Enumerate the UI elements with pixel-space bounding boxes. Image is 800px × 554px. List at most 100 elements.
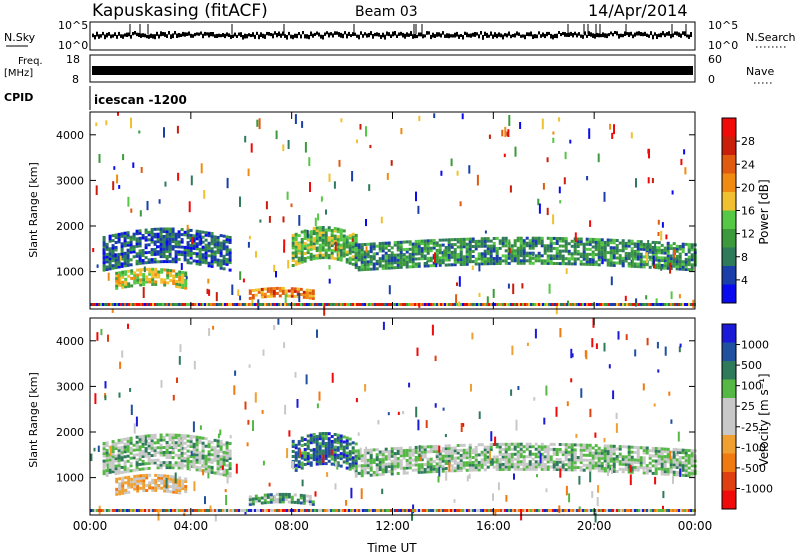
heatmap-cell [324, 437, 328, 440]
ground-cell [494, 303, 496, 306]
nsky-sample [380, 34, 382, 39]
heatmap-cell [291, 254, 295, 257]
heatmap-cell [621, 239, 625, 243]
heatmap-cell [408, 260, 412, 264]
heatmap-cell [351, 446, 355, 450]
heatmap-cell [576, 240, 580, 243]
nsky-sample [236, 34, 238, 38]
heatmap-cell [654, 472, 658, 476]
heatmap-cell [636, 456, 640, 460]
heatmap-cell [672, 473, 676, 477]
ground-cell [584, 303, 586, 306]
heatmap-cell [654, 452, 658, 456]
heatmap-cell [198, 237, 202, 241]
heatmap-cell [153, 232, 157, 236]
heatmap-cell [642, 245, 646, 249]
heatmap-cell [136, 281, 140, 285]
heatmap-cell [483, 249, 487, 253]
heatmap-cell [133, 474, 137, 478]
heatmap-cell [390, 263, 394, 267]
heatmap-cell [263, 496, 267, 500]
ground-cell [390, 509, 392, 512]
noise-cell [508, 115, 511, 126]
nsky-sample [544, 33, 546, 39]
heatmap-cell [387, 249, 391, 252]
heatmap-cell [183, 464, 187, 468]
heatmap-cell [657, 449, 661, 453]
heatmap-cell [251, 294, 255, 297]
heatmap-cell [519, 452, 523, 456]
heatmap-cell [300, 258, 304, 262]
heatmap-cell [642, 446, 646, 450]
heatmap-cell [468, 242, 472, 246]
noise-cell [494, 509, 497, 516]
heatmap-cell [102, 444, 106, 448]
heatmap-cell [192, 455, 196, 459]
noise-cell [333, 181, 336, 189]
noise-cell [164, 181, 167, 187]
heatmap-cell [588, 453, 592, 457]
ground-cell [94, 303, 96, 306]
heatmap-cell [145, 476, 149, 480]
heatmap-cell [129, 456, 133, 460]
noise-cell [160, 380, 163, 388]
heatmap-cell [348, 236, 352, 240]
heatmap-cell [507, 462, 511, 466]
nsky-sample [518, 32, 520, 36]
nsky-sample [160, 31, 162, 37]
heatmap-cell [681, 473, 685, 477]
heatmap-cell [324, 243, 328, 247]
heatmap-cell [177, 443, 181, 447]
noise-cell [330, 449, 333, 456]
heatmap-cell [168, 456, 172, 459]
noise-cell [431, 324, 434, 336]
heatmap-cell [339, 452, 343, 456]
heatmap-cell [684, 242, 688, 246]
heatmap-cell [621, 457, 625, 461]
noise-cell [611, 465, 613, 474]
heatmap-cell [510, 455, 514, 459]
heatmap-cell [351, 257, 355, 261]
heatmap-cell [369, 466, 373, 470]
noise-cell [178, 356, 181, 365]
heatmap-cell [480, 239, 484, 243]
nsky-sample [354, 32, 356, 36]
ground-cell [282, 509, 284, 512]
heatmap-cell [657, 258, 661, 262]
heatmap-cell [315, 452, 319, 456]
heatmap-cell [423, 242, 427, 245]
heatmap-cell [687, 454, 691, 458]
heatmap-cell [318, 442, 322, 446]
noise-cell [657, 219, 660, 225]
heatmap-cell [618, 445, 622, 449]
ground-cell [168, 509, 170, 512]
heatmap-cell [648, 265, 652, 269]
heatmap-cell [366, 471, 370, 475]
noise-cell [381, 488, 384, 495]
heatmap-cell [384, 455, 388, 459]
heatmap-cell [219, 457, 223, 461]
heatmap-cell [507, 457, 511, 461]
heatmap-cell [483, 463, 487, 467]
noise-cell [364, 384, 367, 392]
heatmap-cell [636, 257, 640, 261]
heatmap-cell [121, 479, 125, 483]
heatmap-cell [429, 460, 433, 464]
ground-cell [404, 303, 406, 306]
heatmap-cell [498, 447, 502, 451]
heatmap-cell [175, 282, 179, 286]
heatmap-cell [168, 240, 172, 243]
heatmap-cell [483, 448, 487, 452]
heatmap-cell [363, 466, 367, 470]
heatmap-cell [120, 232, 124, 236]
heatmap-cell [414, 445, 418, 449]
heatmap-cell [489, 247, 493, 251]
heatmap-cell [546, 246, 550, 250]
heatmap-cell [174, 257, 178, 261]
heatmap-cell [366, 451, 370, 455]
heatmap-cell [324, 228, 328, 232]
heatmap-cell [567, 252, 571, 256]
ground-cell [370, 303, 372, 306]
nsky-sample [238, 32, 240, 36]
heatmap-cell [168, 443, 172, 447]
